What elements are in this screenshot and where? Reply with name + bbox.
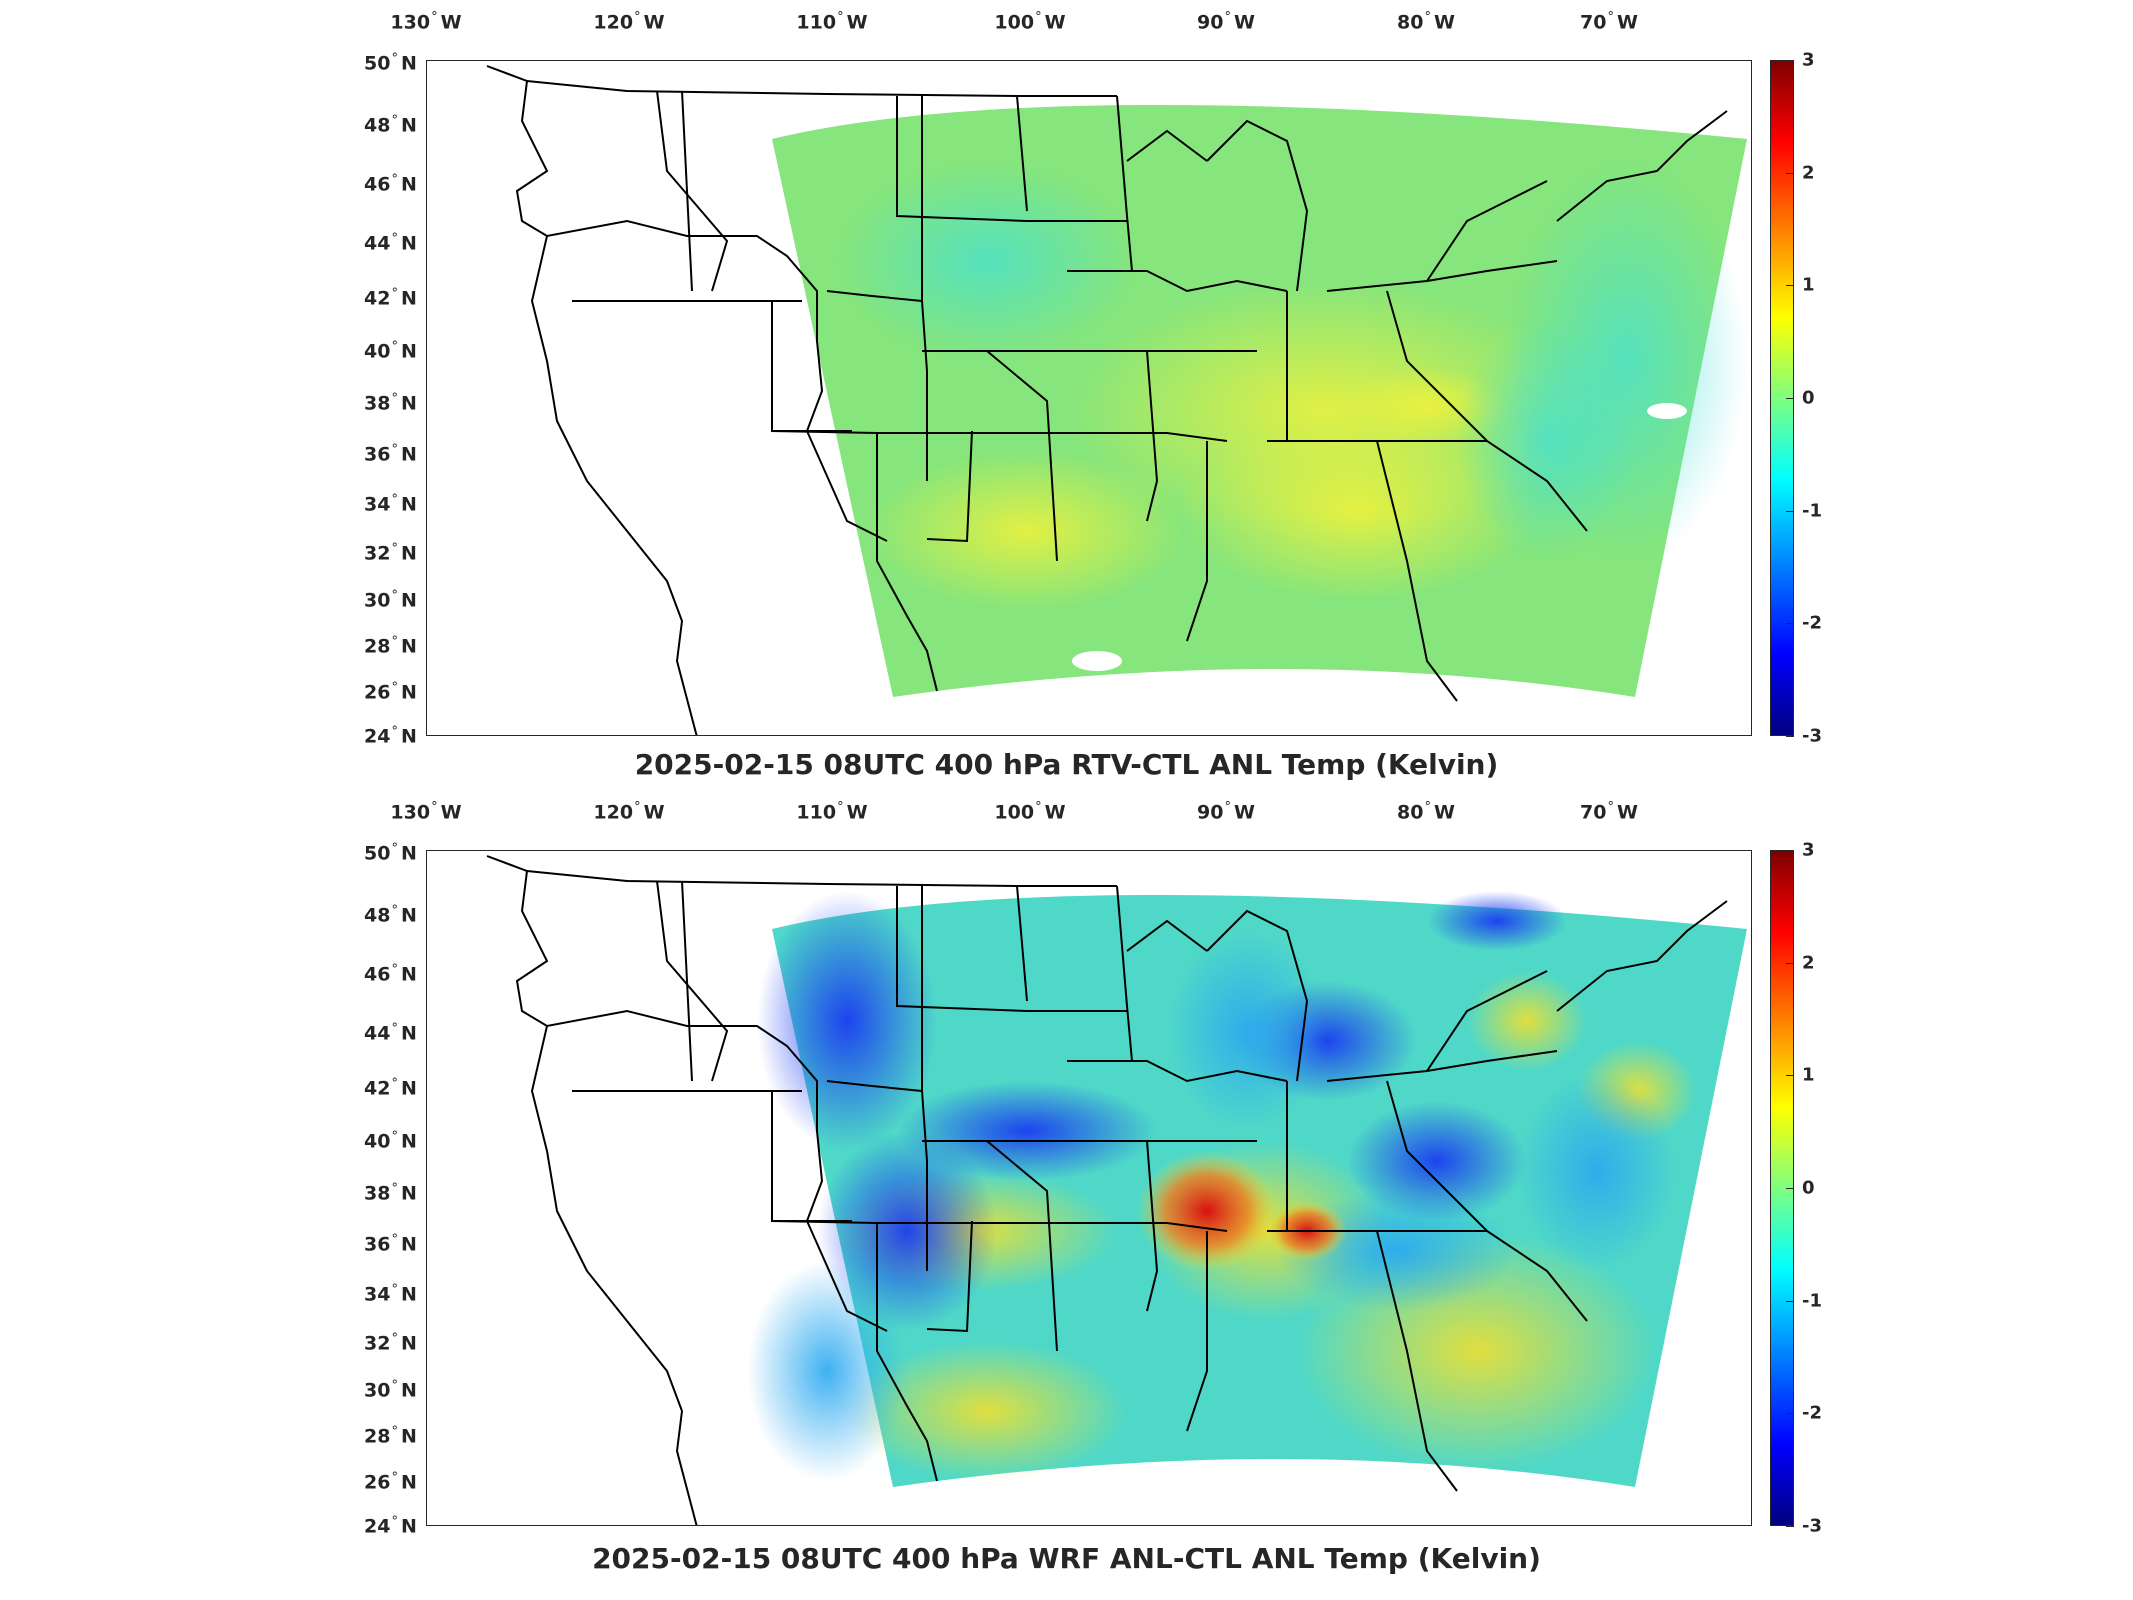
state-boundaries: [486, 855, 1728, 1525]
longitude-tick-label: 70° W: [1580, 10, 1638, 34]
longitude-tick-label: 80° W: [1397, 10, 1455, 34]
temperature-difference-map: [486, 855, 1747, 1525]
latitude-tick-label: 50° N: [364, 841, 417, 865]
state-boundaries: [486, 65, 1728, 735]
colorbar-tick-label: 0: [1802, 1177, 1815, 1199]
colorbar-tick-label: -2: [1802, 1402, 1822, 1424]
colorbar-tick-label: -3: [1802, 725, 1822, 747]
longitude-tick-label: 80° W: [1397, 800, 1455, 824]
top-panel: 130° W 120° W 110° W 100° W 90° W 80° W 70° W 50° N 48°…: [0, 0, 2133, 790]
latitude-tick-label: 46° N: [364, 172, 417, 196]
map-plot-area: [426, 60, 1752, 736]
latitude-tick-label: 28° N: [364, 1424, 417, 1448]
colorbar-tick-mark: [1786, 850, 1794, 851]
latitude-tick-label: 26° N: [364, 1470, 417, 1494]
colorbar-tick-mark: [1786, 623, 1794, 625]
longitude-tick-label: 130° W: [390, 800, 462, 824]
latitude-tick-label: 34° N: [364, 1282, 417, 1306]
colorbar-tick-mark: [1786, 1300, 1794, 1302]
latitude-tick-label: 36° N: [364, 1232, 417, 1256]
latitude-tick-label: 28° N: [364, 634, 417, 658]
colorbar-tick-mark: [1786, 60, 1794, 61]
latitude-tick-label: 26° N: [364, 680, 417, 704]
latitude-tick-label: 30° N: [364, 588, 417, 612]
colorbar-tick-mark: [1786, 962, 1794, 964]
colorbar-tick-label: 0: [1802, 387, 1815, 409]
longitude-tick-label: 110° W: [796, 10, 868, 34]
map-plot-area: [426, 850, 1752, 1526]
panel-title: 2025-02-15 08UTC 400 hPa WRF ANL-CTL ANL…: [592, 1542, 1541, 1575]
colorbar-tick-label: 1: [1802, 1064, 1815, 1086]
longitude-tick-label: 90° W: [1197, 800, 1255, 824]
latitude-tick-label: 48° N: [364, 113, 417, 137]
latitude-tick-label: 36° N: [364, 442, 417, 466]
longitude-tick-label: 90° W: [1197, 10, 1255, 34]
latitude-tick-label: 24° N: [364, 1514, 417, 1538]
longitude-tick-label: 110° W: [796, 800, 868, 824]
colorbar-tick-label: -1: [1802, 1290, 1822, 1312]
latitude-tick-label: 44° N: [364, 1021, 417, 1045]
latitude-tick-label: 34° N: [364, 492, 417, 516]
colorbar-tick-mark: [1786, 1413, 1794, 1415]
latitude-tick-label: 24° N: [364, 724, 417, 748]
latitude-tick-label: 42° N: [364, 1076, 417, 1100]
latitude-tick-label: 40° N: [364, 339, 417, 363]
latitude-tick-label: 32° N: [364, 541, 417, 565]
latitude-tick-label: 30° N: [364, 1378, 417, 1402]
colorbar-tick-label: -2: [1802, 612, 1822, 634]
colorbar-tick-mark: [1786, 510, 1794, 512]
latitude-tick-label: 50° N: [364, 51, 417, 75]
bottom-panel: 130° W 120° W 110° W 100° W 90° W 80° W 70° W 50° N 48°…: [0, 790, 2133, 1600]
latitude-tick-label: 42° N: [364, 286, 417, 310]
colorbar-tick-mark: [1786, 398, 1794, 399]
colorbar-tick-mark: [1786, 285, 1794, 287]
colorbar-tick-label: 3: [1802, 49, 1815, 71]
latitude-tick-label: 38° N: [364, 391, 417, 415]
colorbar-tick-label: -3: [1802, 1515, 1822, 1537]
longitude-tick-label: 70° W: [1580, 800, 1638, 824]
latitude-tick-label: 48° N: [364, 903, 417, 927]
latitude-tick-label: 40° N: [364, 1129, 417, 1153]
temperature-difference-map: [486, 65, 1747, 735]
colorbar-tick-label: 1: [1802, 274, 1815, 296]
colorbar-tick-label: 2: [1802, 952, 1815, 974]
panel-title: 2025-02-15 08UTC 400 hPa RTV-CTL ANL Tem…: [634, 748, 1499, 781]
colorbar-tick-label: 3: [1802, 839, 1815, 861]
colorbar-tick-mark: [1786, 172, 1794, 174]
colorbar-tick-label: 2: [1802, 162, 1815, 184]
latitude-tick-label: 32° N: [364, 1331, 417, 1355]
colorbar-tick-mark: [1786, 1188, 1794, 1189]
longitude-tick-label: 100° W: [994, 10, 1066, 34]
colorbar-tick-mark: [1786, 1526, 1794, 1527]
latitude-tick-label: 38° N: [364, 1181, 417, 1205]
latitude-tick-label: 46° N: [364, 962, 417, 986]
colorbar-tick-mark: [1786, 1075, 1794, 1077]
colorbar-tick-label: -1: [1802, 500, 1822, 522]
longitude-tick-label: 120° W: [593, 10, 665, 34]
longitude-tick-label: 120° W: [593, 800, 665, 824]
longitude-tick-label: 130° W: [390, 10, 462, 34]
latitude-tick-label: 44° N: [364, 231, 417, 255]
longitude-tick-label: 100° W: [994, 800, 1066, 824]
colorbar-tick-mark: [1786, 736, 1794, 737]
